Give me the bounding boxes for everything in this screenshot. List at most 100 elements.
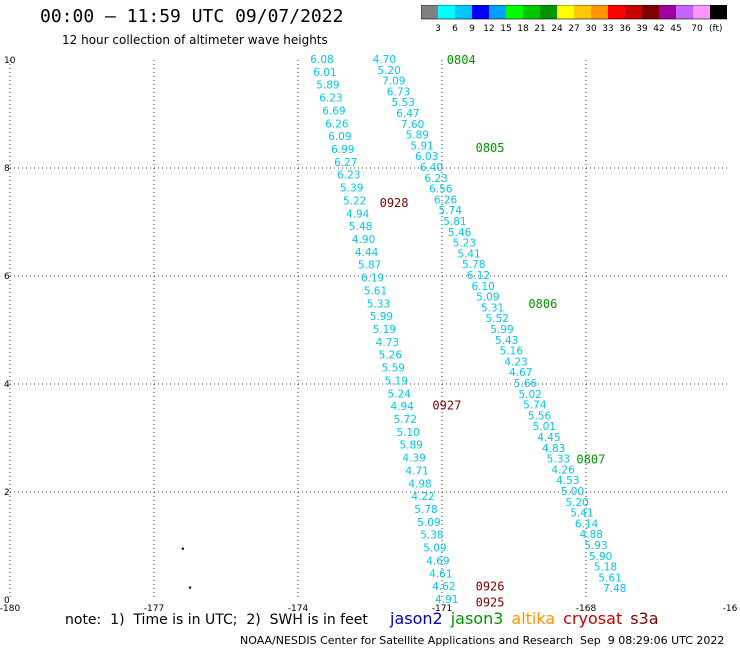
track-a-wave-height-label: 6.08 bbox=[310, 54, 333, 66]
pass-time-label: 0925 bbox=[476, 596, 505, 610]
track-a-wave-height-label: 4.98 bbox=[408, 478, 431, 490]
colorbar-unit: (ft) bbox=[709, 24, 723, 34]
colorbar-swatch bbox=[421, 5, 438, 19]
track-b-wave-height-label: 5.43 bbox=[495, 335, 518, 347]
observation-point bbox=[188, 586, 192, 589]
track-b-wave-height-label: 6.73 bbox=[387, 86, 410, 98]
colorbar-label: 12 bbox=[483, 24, 494, 34]
track-b-wave-height-label: 5.01 bbox=[533, 421, 556, 433]
track-a-wave-height-label: 4.90 bbox=[352, 234, 375, 246]
track-b-wave-height-label: 4.83 bbox=[542, 443, 565, 455]
track-a-wave-height-label: 5.89 bbox=[399, 440, 422, 452]
satellite-legend-altika: altika bbox=[511, 609, 556, 628]
x-tick-label: -180 bbox=[0, 604, 20, 614]
track-a-wave-height-label: 5.19 bbox=[373, 324, 396, 336]
track-b-wave-height-label: 4.26 bbox=[551, 464, 575, 476]
track-a-wave-height-label: 5.48 bbox=[349, 221, 372, 233]
track-a-wave-height-label: 5.22 bbox=[343, 195, 366, 207]
colorbar-swatch bbox=[591, 5, 608, 19]
colorbar-label: 30 bbox=[585, 24, 597, 34]
colorbar-swatch bbox=[455, 5, 472, 19]
track-a-wave-height-label: 6.23 bbox=[319, 93, 342, 105]
pass-time-label: 0804 bbox=[447, 53, 476, 67]
track-a-wave-height-label: 5.72 bbox=[394, 414, 417, 426]
track-b-wave-height-label: 7.60 bbox=[401, 119, 424, 131]
track-b-wave-height-label: 6.10 bbox=[471, 281, 494, 293]
track-b-wave-height-label: 6.23 bbox=[424, 173, 447, 185]
y-tick-label: 4 bbox=[4, 380, 10, 390]
track-a-wave-height-label: 5.19 bbox=[385, 375, 408, 387]
track-a-wave-height-label: 5.09 bbox=[423, 543, 446, 555]
pass-time-label: 0806 bbox=[528, 297, 557, 311]
generated-timestamp: Sep 9 08:29:06 UTC 2022 bbox=[580, 634, 725, 647]
pass-time-label: 0927 bbox=[432, 399, 461, 413]
x-tick-label: -177 bbox=[144, 604, 164, 614]
track-a-wave-height-label: 4.44 bbox=[355, 247, 379, 259]
track-b-wave-height-label: 5.91 bbox=[410, 140, 433, 152]
track-b-wave-height-label: 5.89 bbox=[406, 130, 429, 142]
track-a-wave-height-label: 4.62 bbox=[432, 581, 455, 593]
colorbar-label: 42 bbox=[653, 24, 664, 34]
track-b-wave-height-label: 5.56 bbox=[528, 410, 552, 422]
track-b-wave-height-label: 5.20 bbox=[565, 497, 588, 509]
track-b-wave-height-label: 6.26 bbox=[434, 194, 458, 206]
y-tick-label: 2 bbox=[4, 488, 10, 498]
x-tick-label: -168 bbox=[576, 604, 597, 614]
colorbar-swatch bbox=[574, 5, 591, 19]
track-b-wave-height-label: 5.90 bbox=[589, 551, 612, 563]
x-tick-label: -16 bbox=[723, 604, 738, 614]
track-b-wave-height-label: 6.40 bbox=[420, 162, 443, 174]
track-a-wave-height-label: 6.23 bbox=[337, 170, 360, 182]
track-b-wave-height-label: 6.12 bbox=[467, 270, 490, 282]
colorbar-label: 39 bbox=[636, 24, 648, 34]
track-a-wave-height-label: 5.39 bbox=[340, 183, 363, 195]
track-b-wave-height-label: 4.70 bbox=[373, 54, 396, 66]
track-a-wave-height-label: 5.59 bbox=[382, 363, 405, 375]
colorbar-label: 27 bbox=[568, 24, 579, 34]
pass-time-label: 0926 bbox=[476, 580, 505, 594]
track-b-wave-height-label: 4.23 bbox=[504, 356, 527, 368]
track-b-wave-height-label: 7.48 bbox=[603, 583, 626, 595]
track-b-wave-height-label: 5.53 bbox=[392, 97, 415, 109]
colorbar-swatch bbox=[438, 5, 455, 19]
satellite-legend-jason2: jason2 bbox=[390, 609, 443, 628]
colorbar-swatch bbox=[506, 5, 523, 19]
track-b-wave-height-label: 5.09 bbox=[476, 292, 499, 304]
track-a-wave-height-label: 6.09 bbox=[328, 131, 351, 143]
colorbar-label: 21 bbox=[534, 24, 545, 34]
track-a-wave-height-label: 6.27 bbox=[334, 157, 357, 169]
track-b-wave-height-label: 5.78 bbox=[462, 259, 485, 271]
colorbar-label: 15 bbox=[500, 24, 511, 34]
track-b-wave-height-label: 5.74 bbox=[523, 400, 547, 412]
track-b-wave-height-label: 6.56 bbox=[429, 184, 453, 196]
track-b-wave-height-label: 5.33 bbox=[547, 454, 570, 466]
colorbar-swatch bbox=[659, 5, 676, 19]
pass-time-label: 0807 bbox=[576, 453, 605, 467]
satellite-legend-cryosat: cryosat bbox=[563, 609, 623, 628]
track-b-wave-height-label: 5.20 bbox=[377, 65, 400, 77]
track-b-wave-height-label: 7.09 bbox=[382, 76, 405, 88]
color-scale-legend: 3 6 9 12 15 18 21 24 27 30 33 36 39 42 45 70 (ft) bbox=[421, 5, 727, 34]
track-a-wave-height-label: 5.33 bbox=[367, 298, 390, 310]
track-b-wave-height-label: 4.53 bbox=[556, 475, 579, 487]
track-a-wave-height-label: 4.94 bbox=[391, 401, 415, 413]
pass-time-label: 0928 bbox=[380, 196, 409, 210]
track-b-wave-height-label: 5.23 bbox=[453, 238, 476, 250]
colorbar-swatch bbox=[557, 5, 574, 19]
track-b-wave-height-label: 5.00 bbox=[561, 486, 584, 498]
track-b-wave-height-label: 6.03 bbox=[415, 151, 438, 163]
colorbar-label: 9 bbox=[469, 24, 475, 34]
colorbar-label: 3 bbox=[435, 24, 441, 34]
colorbar-swatch bbox=[625, 5, 642, 19]
colorbar-label: 33 bbox=[602, 24, 613, 34]
colorbar-swatch bbox=[676, 5, 693, 19]
track-a-wave-height-label: 4.61 bbox=[429, 568, 452, 580]
track-b-wave-height-label: 5.61 bbox=[598, 572, 621, 584]
track-b-wave-height-label: 5.41 bbox=[570, 508, 593, 520]
y-tick-label: 6 bbox=[4, 272, 10, 282]
track-a-wave-height-label: 4.22 bbox=[411, 491, 434, 503]
track-a-wave-height-label: 6.26 bbox=[325, 118, 349, 130]
track-b-wave-height-label: 5.02 bbox=[518, 389, 541, 401]
y-tick-label: 8 bbox=[4, 164, 10, 174]
